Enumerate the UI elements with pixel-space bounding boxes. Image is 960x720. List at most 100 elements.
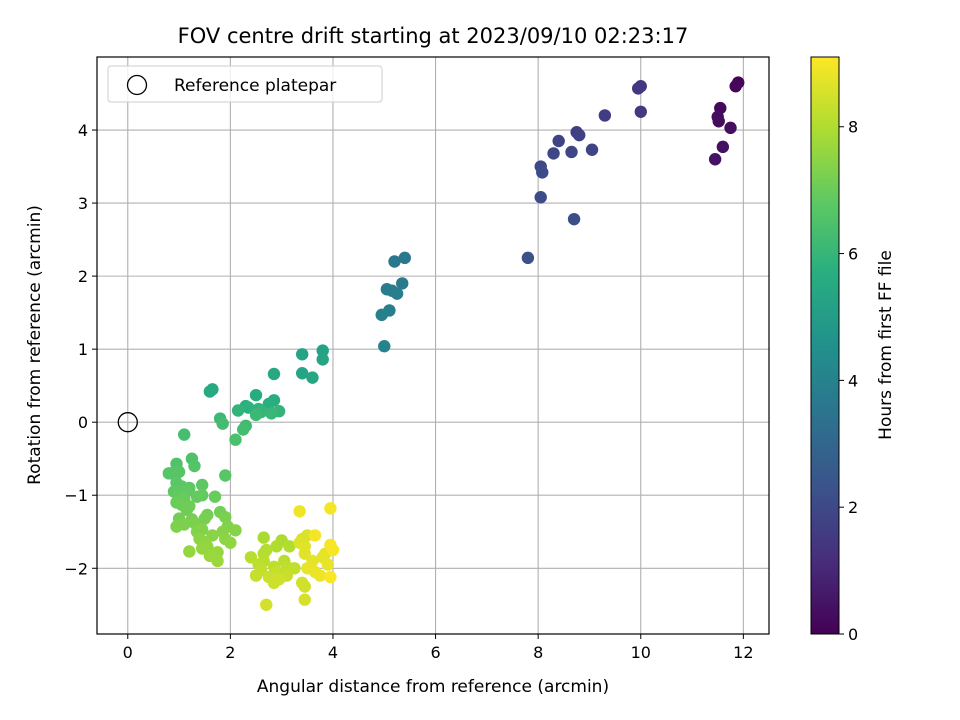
data-point — [162, 467, 176, 480]
data-point — [224, 536, 237, 549]
legend-reference-marker — [126, 74, 148, 96]
x-tick-label: 6 — [430, 643, 440, 662]
data-point — [708, 153, 722, 166]
data-point — [634, 105, 647, 118]
colorbar-gradient — [810, 56, 840, 635]
data-point — [631, 82, 645, 95]
data-point — [244, 551, 258, 564]
y-tick-label: −1 — [64, 486, 88, 505]
data-point — [321, 558, 335, 571]
x-tick-label: 10 — [631, 643, 651, 662]
data-point — [306, 371, 319, 384]
data-point — [298, 580, 311, 593]
y-tick-label: 3 — [78, 194, 88, 213]
data-point — [375, 308, 388, 322]
data-point — [388, 255, 401, 268]
data-point — [729, 80, 742, 93]
data-point — [316, 344, 329, 357]
x-tick-label: 2 — [225, 643, 235, 662]
data-point — [211, 554, 224, 568]
data-point — [572, 128, 586, 142]
data-point — [257, 531, 270, 544]
colorbar-tick-label: 4 — [848, 371, 858, 390]
data-point — [293, 505, 306, 518]
y-tick-label: 2 — [78, 267, 88, 286]
data-point — [534, 191, 547, 204]
data-point — [249, 569, 263, 582]
data-point — [298, 547, 311, 560]
x-tick-label: 0 — [123, 643, 133, 662]
data-point — [195, 542, 209, 555]
legend-entry-reference: Reference platepar — [174, 76, 336, 96]
data-point — [585, 143, 599, 156]
reference-platepar-point — [117, 412, 138, 433]
reference-marker — [117, 412, 138, 433]
data-point — [308, 529, 322, 542]
data-point — [283, 540, 296, 553]
legend: Reference platepar — [107, 65, 383, 103]
grid-lines — [97, 57, 769, 634]
data-point — [267, 367, 281, 381]
data-points — [162, 76, 745, 611]
data-point — [324, 570, 337, 584]
data-point — [547, 147, 560, 160]
data-point — [208, 490, 222, 503]
data-point — [565, 145, 578, 159]
x-axis-label: Angular distance from reference (arcmin) — [257, 677, 609, 697]
data-point — [552, 134, 565, 148]
data-point — [536, 166, 549, 179]
colorbar-label: Hours from first FF file — [876, 250, 896, 440]
x-tick-label: 12 — [733, 643, 753, 662]
data-point — [229, 524, 242, 537]
data-point — [219, 469, 232, 482]
data-point — [231, 404, 245, 417]
data-point — [716, 140, 730, 154]
chart-title: FOV centre drift starting at 2023/09/10 … — [178, 24, 689, 48]
legend-box — [107, 65, 383, 103]
data-point — [378, 340, 391, 353]
data-point — [219, 510, 232, 524]
data-point — [396, 277, 409, 290]
data-point — [390, 287, 404, 300]
y-tick-label: −2 — [64, 559, 88, 578]
data-point — [242, 401, 255, 414]
data-point — [190, 490, 204, 503]
data-point — [236, 423, 250, 436]
data-point — [172, 465, 186, 479]
data-point — [298, 593, 311, 606]
data-point — [195, 478, 209, 492]
y-tick-label: 4 — [78, 121, 88, 140]
y-tick-label: 1 — [78, 340, 88, 359]
y-axis-ticks: −2 −1 0 1 2 3 4 — [64, 121, 97, 578]
data-point — [216, 417, 229, 430]
data-point — [521, 251, 535, 265]
data-point — [229, 433, 242, 446]
data-point — [203, 385, 217, 398]
colorbar-tick-label: 6 — [848, 245, 858, 264]
x-axis-ticks: 0 2 4 6 8 10 12 — [123, 634, 754, 662]
data-point — [178, 428, 191, 441]
y-axis-label: Rotation from reference (arcmin) — [25, 205, 45, 485]
data-point — [324, 502, 337, 515]
data-point — [262, 397, 276, 411]
data-point — [295, 367, 309, 380]
data-point — [295, 348, 309, 361]
data-point — [313, 569, 327, 582]
colorbar: 0 2 4 6 8 Hours from first FF file — [810, 56, 896, 644]
data-point — [724, 121, 737, 135]
data-point — [598, 109, 612, 122]
x-tick-label: 8 — [533, 643, 543, 662]
data-point — [270, 540, 283, 553]
data-point — [249, 408, 263, 422]
data-point — [288, 562, 301, 575]
x-tick-label: 4 — [328, 643, 338, 662]
data-point — [260, 598, 273, 611]
data-point — [183, 545, 196, 558]
colorbar-tick-label: 2 — [848, 498, 858, 517]
data-point — [265, 407, 278, 420]
data-point — [267, 576, 281, 590]
y-tick-label: 0 — [78, 413, 88, 432]
data-point — [712, 115, 725, 128]
data-point — [398, 251, 411, 265]
